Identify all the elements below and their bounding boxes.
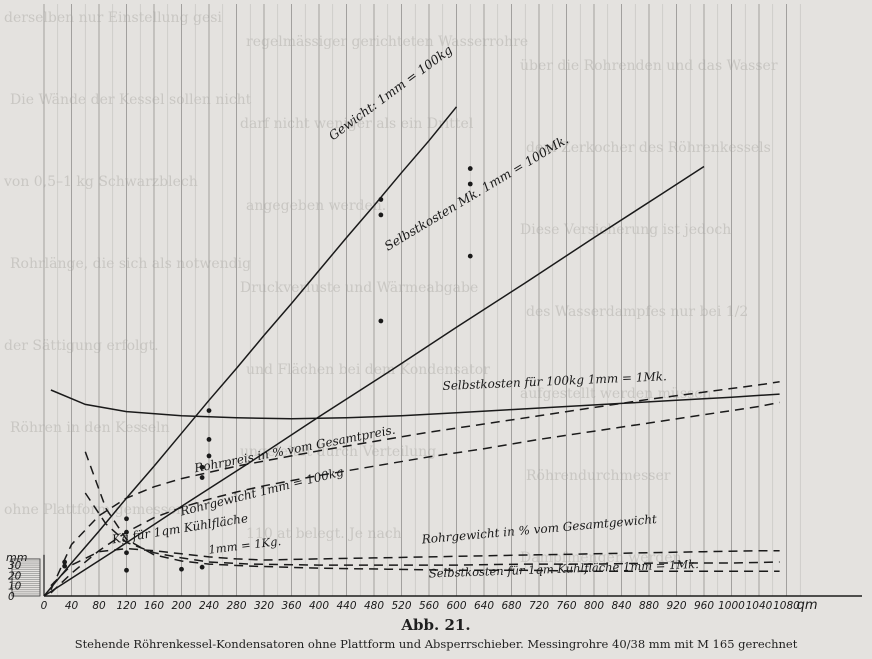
x-tick-label: 1080 [773,600,800,612]
chart-points [62,166,473,573]
x-tick-label: 600 [446,600,466,612]
background-text-line: aufgestellt werden müssen [520,386,712,402]
y-tick-label: 0 [8,591,15,603]
x-tick-label: 0 [41,600,48,612]
figure-label: Abb. 21. [401,616,471,634]
annotation-label: 1mm = 1Kg. [208,534,282,557]
background-text-line: Die Wände der Kessel sollen nicht [10,92,252,108]
chart-grid [43,4,801,596]
x-tick-label: 1000 [718,600,745,612]
x-tick-label: 40 [65,600,79,612]
x-tick-label: 480 [364,600,384,612]
figure-caption: Stehende Röhrenkessel-Kondensatoren ohne… [74,637,798,651]
background-text-line: Röhren in den Kesseln [10,420,170,436]
background-text-line: Röhrendurchmesser [526,468,671,484]
annotation-label: Selbstkosten für 1qm Kühlfläche 1mm = 1M… [429,557,699,580]
data-point [206,453,212,459]
data-point [124,516,129,522]
x-tick-label: 720 [529,600,549,612]
background-text-line: regelmässiger gerichteten Wasserrohre [246,34,529,50]
series-line [43,106,458,597]
x-tick-label: 680 [501,600,521,612]
background-text-line: der Sättigung erfolgt. [4,338,159,354]
background-text-line: angegeben werden. [246,198,387,214]
data-point [124,567,129,573]
x-tick-label: 760 [556,600,576,612]
x-tick-label: 920 [666,600,686,612]
background-text-line: Diese Versicherung ist jedoch [520,222,732,238]
data-point [467,253,473,259]
scale-bar [11,558,41,597]
x-tick-label: 320 [254,600,274,612]
background-text-line: Dampfmengen werden [520,550,682,566]
x-tick-label: 240 [199,600,219,612]
series-line [84,451,780,573]
background-text-line: von 0,5–1 kg Schwarzblech [4,174,198,190]
x-axis-label: qm [797,598,818,612]
x-tick-label: 280 [226,600,246,612]
x-tick-label: 400 [309,600,329,612]
x-tick-label: 880 [639,600,659,612]
background-text-line: Druckverluste und Wärmeabgabe [240,280,479,296]
y-axis-label: mm [6,551,27,564]
background-text-line: des Wasserdampfes nur bei 1/2 [526,304,749,320]
annotation-label: Selbstkosten für 100kg 1mm = 1Mk. [442,369,667,393]
data-point [378,197,384,202]
background-text-line: ohne Plattform gemessen [4,502,186,518]
series-line [50,389,780,420]
x-tick-label: 560 [419,600,439,612]
data-point [378,318,384,324]
series-line [50,401,780,594]
x-tick-label: 960 [694,600,714,612]
x-tick-label: 800 [584,600,604,612]
data-point [62,559,68,565]
data-point [378,212,384,218]
data-point [199,564,205,570]
data-point [179,566,184,572]
x-tick-label: 640 [474,600,494,612]
background-text-line: dem Zerkocher des Röhrenkessels [526,140,771,156]
x-tick-label: 1040 [746,600,773,612]
series-line [84,492,780,566]
data-point [206,437,212,442]
annotation-label: Selbstkosten Mk. 1mm = 100Mk. [382,131,571,253]
x-tick-label: 80 [92,600,106,612]
data-point [206,408,212,413]
chart-series [43,106,780,597]
series-line [43,165,705,597]
y-tick-label: 10 [8,581,22,593]
annotation-label: Gewicht: 1mm = 100kg [326,42,455,143]
x-tick-label: 520 [391,600,411,612]
chart-axes [43,554,862,597]
background-text-line: 110 at belegt. Je nach [246,526,402,542]
x-tick-label: 200 [171,600,191,612]
data-point [124,529,129,535]
data-point [62,563,68,569]
x-tick-label: 360 [281,600,301,612]
x-tick-label: 840 [611,600,631,612]
x-tick-label: 120 [116,600,136,612]
y-tick-label: 20 [8,570,22,582]
background-text-line: Rohrlänge, die sich als notwendig [10,256,252,272]
x-tick-label: 160 [144,600,164,612]
y-tick-label: 30 [8,560,22,572]
data-point [199,464,205,470]
chart-tick-labels: 0 40 80 120 160 200 240 280 320 360 400 440 480 520 56… [6,551,818,612]
data-point [199,475,205,480]
x-tick-label: 440 [336,600,356,612]
data-point [124,550,129,556]
data-point [467,166,473,171]
data-point [467,181,473,187]
series-line [50,381,780,591]
